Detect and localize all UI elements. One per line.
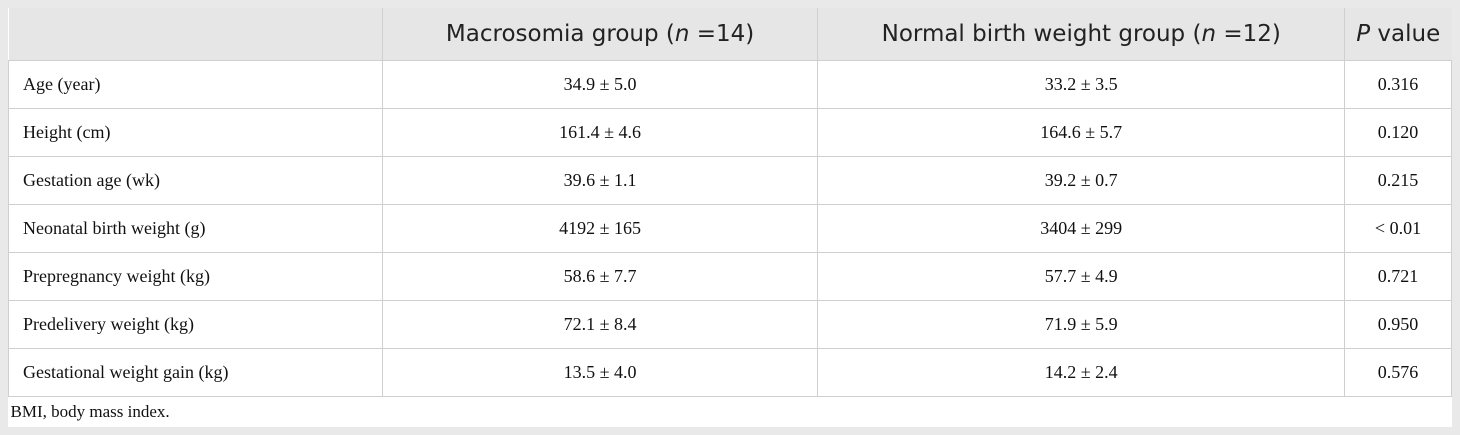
cell: 0.215 [1344, 156, 1452, 205]
row-label: Gestational weight gain (kg) [8, 348, 383, 397]
header-cell: Macrosomia group (n =14) [381, 8, 818, 61]
header-text: Macrosomia group ( [445, 21, 675, 47]
row-label: Age (year) [8, 60, 383, 109]
cell: 164.6 ± 5.7 [817, 108, 1346, 157]
row-label: Height (cm) [8, 108, 383, 157]
footnote: BMI, body mass index. [10, 402, 170, 421]
cell: 0.721 [1344, 252, 1452, 301]
cell: 34.9 ± 5.0 [381, 60, 819, 109]
cell: 33.2 ± 3.5 [817, 60, 1346, 109]
cell: 39.6 ± 1.1 [381, 156, 819, 205]
data-table: Macrosomia group (n =14) Normal birth wei… [8, 8, 1452, 427]
row-label: Neonatal birth weight (g) [8, 204, 383, 253]
header-cell: Normal birth weight group (n =12) [817, 8, 1345, 61]
header-text: =12) [1216, 21, 1281, 47]
row-label: Predelivery weight (kg) [8, 300, 383, 349]
header-row: Macrosomia group (n =14) Normal birth wei… [8, 8, 1452, 61]
table-body: Age (year) 34.9 ± 5.0 33.2 ± 3.5 0.316 Heigh… [8, 60, 1452, 428]
table-row: Age (year) 34.9 ± 5.0 33.2 ± 3.5 0.316 [8, 60, 1452, 109]
cell: 0.316 [1344, 60, 1452, 109]
table-row: Neonatal birth weight (g) 4192 ± 165 3404 … [8, 204, 1452, 253]
cell: 71.9 ± 5.9 [817, 300, 1346, 349]
cell: < 0.01 [1344, 204, 1452, 253]
header-text: Normal birth weight group ( [881, 21, 1202, 47]
cell: 0.120 [1344, 108, 1452, 157]
header-text: =14) [689, 21, 755, 47]
header-text: n [674, 21, 690, 47]
header-text: P [1356, 21, 1371, 47]
row-label: Gestation age (wk) [8, 156, 383, 205]
table-row: Prepregnancy weight (kg) 58.6 ± 7.7 57.7 ±… [8, 252, 1452, 301]
cell: 14.2 ± 2.4 [817, 348, 1346, 397]
cell: 58.6 ± 7.7 [381, 252, 819, 301]
row-label: Prepregnancy weight (kg) [8, 252, 383, 301]
cell: 13.5 ± 4.0 [381, 348, 819, 397]
table-row: Gestation age (wk) 39.6 ± 1.1 39.2 ± 0.7 0.… [8, 156, 1452, 205]
cell: 39.2 ± 0.7 [817, 156, 1346, 205]
table-row: Gestational weight gain (kg) 13.5 ± 4.0 14… [8, 348, 1452, 397]
header-cell [8, 8, 383, 61]
cell: 3404 ± 299 [817, 204, 1346, 253]
table-row: Height (cm) 161.4 ± 4.6 164.6 ± 5.7 0.120 [8, 108, 1452, 157]
cell: 161.4 ± 4.6 [381, 108, 819, 157]
footnote-row: BMI, body mass index. [9, 397, 1452, 428]
header-cell: P value [1344, 8, 1452, 61]
cell: 72.1 ± 8.4 [381, 300, 819, 349]
header-text: n [1201, 21, 1217, 47]
header-text: value [1370, 21, 1441, 47]
cell: 4192 ± 165 [381, 204, 819, 253]
table-row: Predelivery weight (kg) 72.1 ± 8.4 71.9 ± … [8, 300, 1452, 349]
cell: 0.950 [1344, 300, 1452, 349]
cell: 0.576 [1344, 348, 1452, 397]
cell: 57.7 ± 4.9 [817, 252, 1346, 301]
